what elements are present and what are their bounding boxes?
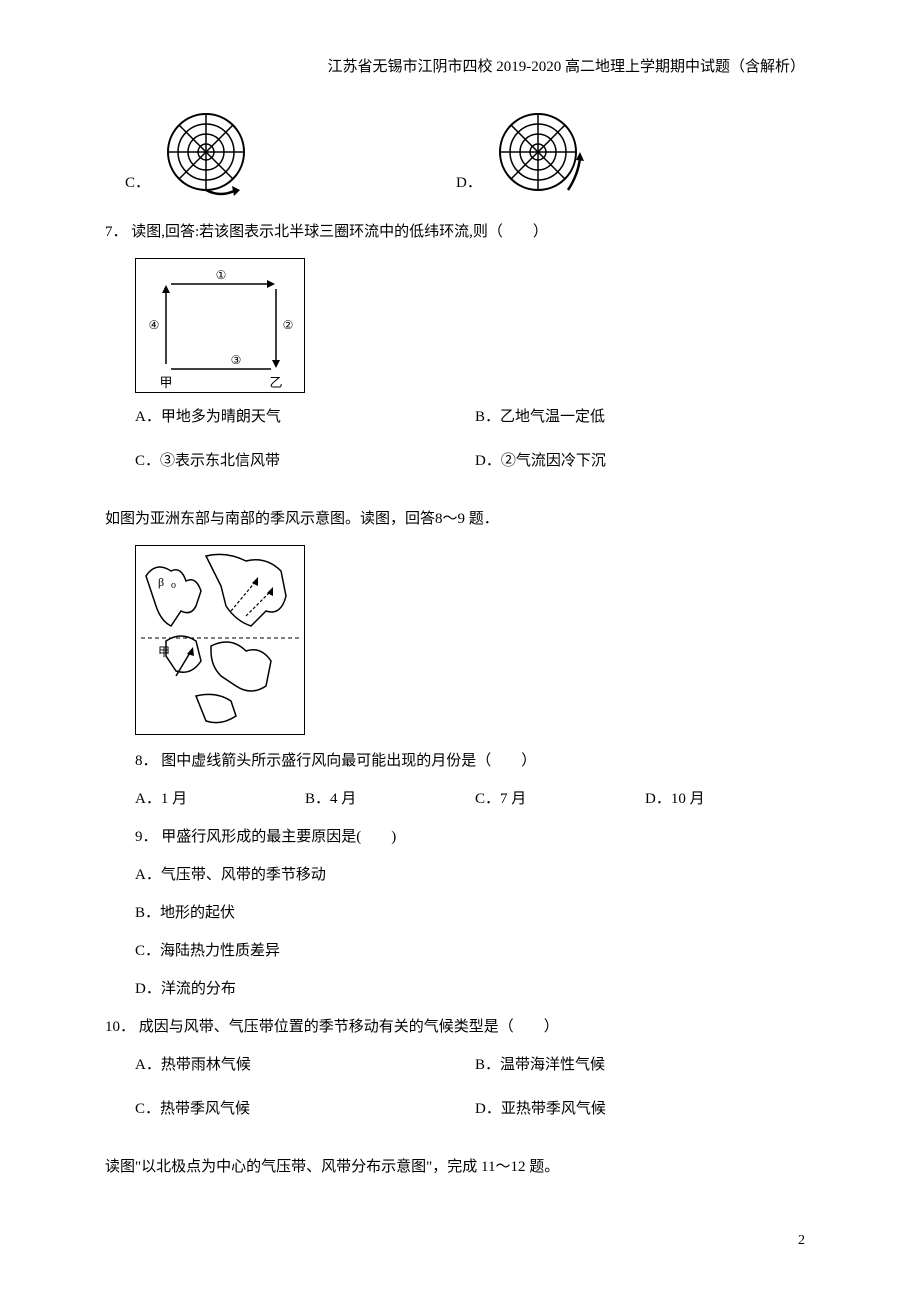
q7-option-c: C．③表示东北信风带 xyxy=(135,449,475,473)
label-bl: 甲 xyxy=(159,375,172,390)
label-br: 乙 xyxy=(269,375,282,390)
page-number: 2 xyxy=(798,1230,805,1252)
q10-option-c: C．热带季风气候 xyxy=(135,1097,475,1121)
q9-number: 9． xyxy=(135,829,158,845)
q10-option-d: D．亚热带季风气候 xyxy=(475,1097,815,1121)
q10-options: A．热带雨林气候 B．温带海洋性气候 C．热带季风气候 D．亚热带季风气候 xyxy=(135,1053,815,1141)
question-7: 7． 读图,回答:若该图表示北半球三圈环流中的低纬环流,则（ ） xyxy=(105,220,815,244)
label-left: ④ xyxy=(149,318,160,332)
label-top: ① xyxy=(216,268,227,282)
q7-text: 读图,回答:若该图表示北半球三圈环流中的低纬环流,则（ ） xyxy=(131,224,548,240)
q8-option-a: A．1 月 xyxy=(135,787,305,811)
question-9: 9． 甲盛行风形成的最主要原因是( ) xyxy=(135,825,815,849)
q7-number: 7． xyxy=(105,224,128,240)
document-header: 江苏省无锡市江阴市四校 2019-2020 高二地理上学期期中试题（含解析） xyxy=(328,55,806,79)
q8-option-b: B．4 月 xyxy=(305,787,475,811)
q9-text: 甲盛行风形成的最主要原因是( ) xyxy=(161,829,396,845)
q9-option-d: D．洋流的分布 xyxy=(135,977,815,1001)
svg-text:o: o xyxy=(171,580,176,591)
q10-number: 10． xyxy=(105,1019,135,1035)
asia-monsoon-map: 甲 β o xyxy=(135,545,305,735)
svg-text:β: β xyxy=(158,575,164,589)
question-10: 10． 成因与风带、气压带位置的季节移动有关的气候类型是（ ） xyxy=(105,1015,815,1039)
q9-option-a: A．气压带、风带的季节移动 xyxy=(135,863,815,887)
q8-option-c: C．7 月 xyxy=(475,787,645,811)
q9-option-c: C．海陆热力性质差异 xyxy=(135,939,815,963)
q7-circulation-diagram: ① ② ③ ④ 甲 乙 xyxy=(135,258,305,393)
label-bottom: ③ xyxy=(231,353,242,367)
question-8: 8． 图中虚线箭头所示盛行风向最可能出现的月份是（ ） xyxy=(135,749,815,773)
q8-text: 图中虚线箭头所示盛行风向最可能出现的月份是（ ） xyxy=(161,753,536,769)
q7-option-b: B．乙地气温一定低 xyxy=(475,405,815,429)
q7-option-d: D．②气流因冷下沉 xyxy=(475,449,815,473)
q10-option-a: A．热带雨林气候 xyxy=(135,1053,475,1077)
intro-8-9: 如图为亚洲东部与南部的季风示意图。读图，回答8～9 题． xyxy=(105,507,815,531)
q8-options: A．1 月 B．4 月 C．7 月 D．10 月 xyxy=(135,787,815,811)
map-label-jia: 甲 xyxy=(158,645,170,659)
q8-option-d: D．10 月 xyxy=(645,787,815,811)
choice-d-label: D． xyxy=(456,171,482,200)
q9-options: A．气压带、风带的季节移动 B．地形的起伏 C．海陆热力性质差异 D．洋流的分布 xyxy=(135,863,815,1001)
q9-option-b: B．地形的起伏 xyxy=(135,901,815,925)
q10-text: 成因与风带、气压带位置的季节移动有关的气候类型是（ ） xyxy=(139,1019,559,1035)
choices-c-d-row: C． D． xyxy=(105,110,815,200)
choice-d-diagram xyxy=(488,110,588,200)
intro-11-12: 读图"以北极点为中心的气压带、风带分布示意图"，完成 11～12 题。 xyxy=(105,1155,815,1179)
document-content: C． D． xyxy=(105,110,815,1193)
choice-c-label: C． xyxy=(125,171,150,200)
q7-options: A．甲地多为晴朗天气 B．乙地气温一定低 C．③表示东北信风带 D．②气流因冷下… xyxy=(135,405,815,493)
label-right: ② xyxy=(283,318,294,332)
q8-number: 8． xyxy=(135,753,158,769)
q7-option-a: A．甲地多为晴朗天气 xyxy=(135,405,475,429)
choice-c-diagram xyxy=(156,110,256,200)
q10-option-b: B．温带海洋性气候 xyxy=(475,1053,815,1077)
